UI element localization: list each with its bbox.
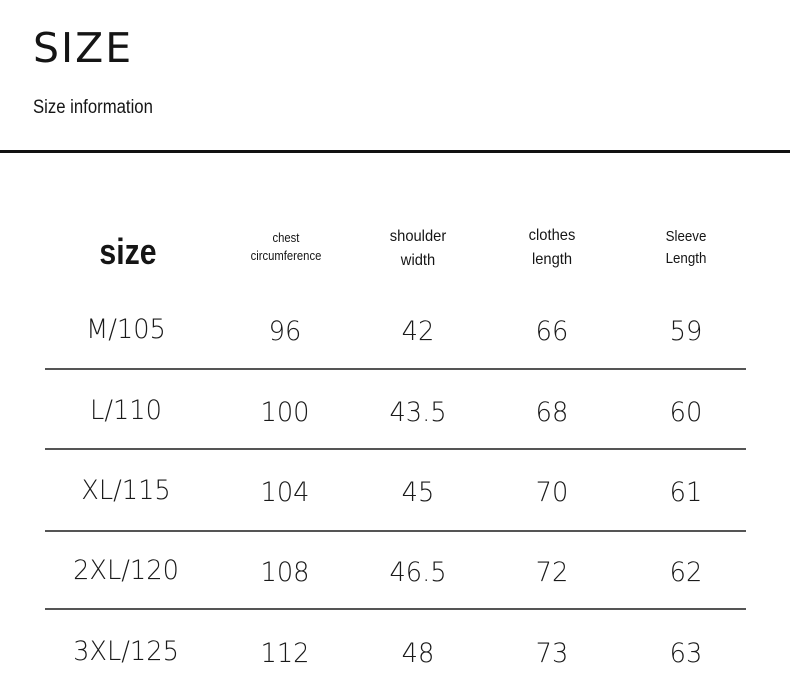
size-table: size chest circumference shoulder width … xyxy=(45,0,746,699)
table-cell-size: L/110 xyxy=(90,395,162,426)
table-cell-sleeve: 62 xyxy=(669,557,703,588)
table-cell-shoulder: 43.5 xyxy=(389,397,447,428)
column-header-line: chest xyxy=(272,231,300,245)
column-header-line: width xyxy=(400,252,436,269)
column-header-line: Length xyxy=(665,251,707,267)
column-header-line: circumference xyxy=(250,249,322,263)
row-divider xyxy=(45,530,746,532)
table-cell-length: 70 xyxy=(535,477,569,508)
column-header-line: length xyxy=(531,251,573,268)
table-cell-sleeve: 60 xyxy=(669,397,703,428)
table-cell-length: 68 xyxy=(535,397,569,428)
table-cell-sleeve: 61 xyxy=(669,477,703,508)
table-cell-size: XL/115 xyxy=(81,475,171,506)
table-cell-length: 72 xyxy=(535,557,569,588)
table-cell-chest: 112 xyxy=(260,638,310,669)
table-cell-size: M/105 xyxy=(86,314,166,345)
column-header-chest-circumference: chest circumference xyxy=(251,229,322,265)
column-header-sleeve-length: Sleeve Length xyxy=(666,226,707,270)
column-header-size: size xyxy=(99,231,157,272)
table-cell-length: 66 xyxy=(535,316,569,347)
table-cell-chest: 108 xyxy=(260,557,310,588)
table-cell-length: 73 xyxy=(535,638,569,669)
table-cell-shoulder: 42 xyxy=(401,316,435,347)
page-subtitle: Size information xyxy=(33,97,153,118)
table-cell-shoulder: 48 xyxy=(401,638,435,669)
row-divider xyxy=(45,608,746,610)
table-cell-sleeve: 59 xyxy=(669,316,703,347)
table-cell-sleeve: 63 xyxy=(669,638,703,669)
column-header-line: Sleeve xyxy=(665,229,707,245)
table-cell-shoulder: 46.5 xyxy=(389,557,447,588)
column-header-shoulder-width: shoulder width xyxy=(390,225,446,273)
header-divider xyxy=(0,150,790,153)
page-title: SIZE xyxy=(33,24,134,72)
row-divider xyxy=(45,368,746,370)
table-cell-size: 3XL/125 xyxy=(73,636,179,667)
column-header-clothes-length: clothes length xyxy=(529,224,576,272)
table-cell-chest: 104 xyxy=(260,477,310,508)
table-cell-chest: 100 xyxy=(260,397,310,428)
column-header-line: clothes xyxy=(528,227,576,244)
table-cell-shoulder: 45 xyxy=(401,477,435,508)
column-header-line: shoulder xyxy=(389,228,447,245)
table-cell-size: 2XL/120 xyxy=(73,555,179,586)
row-divider xyxy=(45,448,746,450)
table-cell-chest: 96 xyxy=(268,316,302,347)
